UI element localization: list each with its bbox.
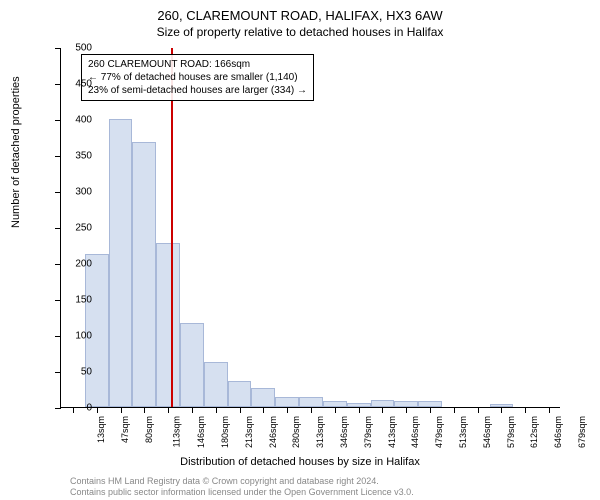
x-tick [73,407,74,413]
histogram-bar [109,119,133,407]
x-tick [168,407,169,413]
histogram-bar [299,397,323,407]
footer-line1: Contains HM Land Registry data © Crown c… [70,476,414,487]
y-tick [55,156,61,157]
x-tick-label: 47sqm [120,416,130,443]
x-tick [263,407,264,413]
x-tick-label: 379sqm [363,416,373,448]
x-tick [287,407,288,413]
x-tick [359,407,360,413]
x-tick [478,407,479,413]
info-line3: 23% of semi-detached houses are larger (… [88,84,307,97]
x-tick-label: 679sqm [577,416,587,448]
y-tick [55,408,61,409]
x-tick [454,407,455,413]
info-line1: 260 CLAREMOUNT ROAD: 166sqm [88,58,307,71]
y-tick-label: 500 [75,43,92,54]
x-tick-label: 446sqm [410,416,420,448]
x-tick-label: 413sqm [387,416,397,448]
y-tick-label: 150 [75,295,92,306]
x-tick-label: 80sqm [144,416,154,443]
x-tick [311,407,312,413]
x-tick [144,407,145,413]
x-tick-label: 246sqm [268,416,278,448]
x-tick [549,407,550,413]
y-tick-label: 450 [75,79,92,90]
x-tick [240,407,241,413]
plot-area: 260 CLAREMOUNT ROAD: 166sqm← 77% of deta… [60,48,560,408]
x-tick [382,407,383,413]
y-axis-label: Number of detached properties [10,76,22,228]
histogram-bar [228,381,252,407]
page-title: 260, CLAREMOUNT ROAD, HALIFAX, HX3 6AW [0,0,600,23]
x-tick-label: 646sqm [553,416,563,448]
x-tick-label: 146sqm [196,416,206,448]
histogram-bar [180,323,204,407]
x-tick-label: 346sqm [339,416,349,448]
y-tick [55,192,61,193]
y-tick-label: 50 [81,367,92,378]
histogram-bar [275,397,299,407]
x-tick-label: 280sqm [291,416,301,448]
y-tick-label: 300 [75,187,92,198]
x-tick [97,407,98,413]
y-tick-label: 200 [75,259,92,270]
footer-attribution: Contains HM Land Registry data © Crown c… [70,476,414,498]
x-tick [121,407,122,413]
x-tick-label: 13sqm [96,416,106,443]
histogram-bar [156,243,180,407]
x-tick [501,407,502,413]
x-tick-label: 213sqm [244,416,254,448]
y-tick [55,372,61,373]
y-tick [55,336,61,337]
y-tick [55,300,61,301]
x-tick [525,407,526,413]
y-tick-label: 350 [75,151,92,162]
x-tick-label: 546sqm [482,416,492,448]
y-tick [55,84,61,85]
histogram-bar [371,400,395,407]
x-tick-label: 612sqm [530,416,540,448]
x-tick [216,407,217,413]
chart-area: 260 CLAREMOUNT ROAD: 166sqm← 77% of deta… [60,48,560,408]
x-tick [430,407,431,413]
y-tick [55,120,61,121]
y-tick [55,264,61,265]
x-tick-label: 180sqm [220,416,230,448]
info-line2: ← 77% of detached houses are smaller (1,… [88,71,307,84]
property-marker-line [171,48,173,407]
x-axis-label: Distribution of detached houses by size … [0,456,600,468]
y-tick-label: 100 [75,331,92,342]
y-tick-label: 250 [75,223,92,234]
x-tick [406,407,407,413]
info-box: 260 CLAREMOUNT ROAD: 166sqm← 77% of deta… [81,54,314,101]
chart-container: 260, CLAREMOUNT ROAD, HALIFAX, HX3 6AW S… [0,0,600,500]
x-tick [335,407,336,413]
x-tick-label: 113sqm [172,416,182,447]
y-tick [55,48,61,49]
histogram-bar [132,142,156,407]
x-tick [192,407,193,413]
y-tick-label: 0 [86,403,92,414]
y-tick-label: 400 [75,115,92,126]
y-tick [55,228,61,229]
footer-line2: Contains public sector information licen… [70,487,414,498]
page-subtitle: Size of property relative to detached ho… [0,23,600,39]
x-tick-label: 479sqm [434,416,444,448]
x-tick-label: 579sqm [506,416,516,448]
x-tick-label: 513sqm [458,416,468,448]
histogram-bar [204,362,228,407]
x-tick-label: 313sqm [315,416,325,448]
histogram-bar [251,388,275,407]
